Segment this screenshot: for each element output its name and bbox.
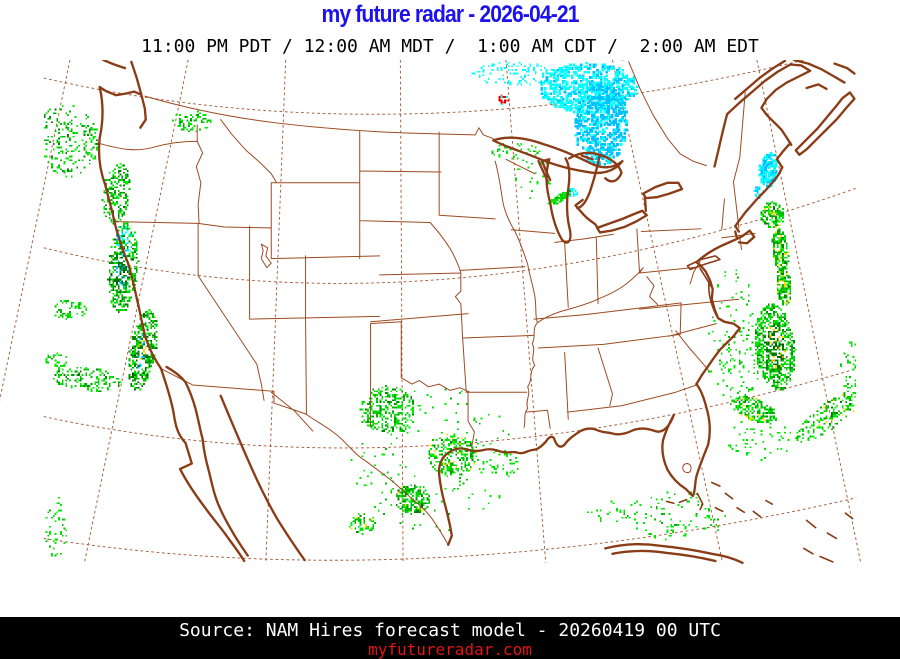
latlon-grid [0,60,862,563]
valid-times: 11:00 PM PDT / 12:00 AM MDT / 1:00 AM CD… [141,36,759,57]
source-footer: Source: NAM Hires forecast model - 20260… [0,617,900,659]
website-url: myfutureradar.com [368,640,532,659]
page-title-text: my future radar - 2026-04-21 [321,1,579,28]
source-text: Source: NAM Hires forecast model - 20260… [179,620,721,641]
page-title: my future radar - 2026-04-21 [0,1,900,29]
coastlines [97,60,856,565]
radar-map [0,60,862,565]
state-borders [97,61,756,546]
precipitation-layer [43,61,857,557]
